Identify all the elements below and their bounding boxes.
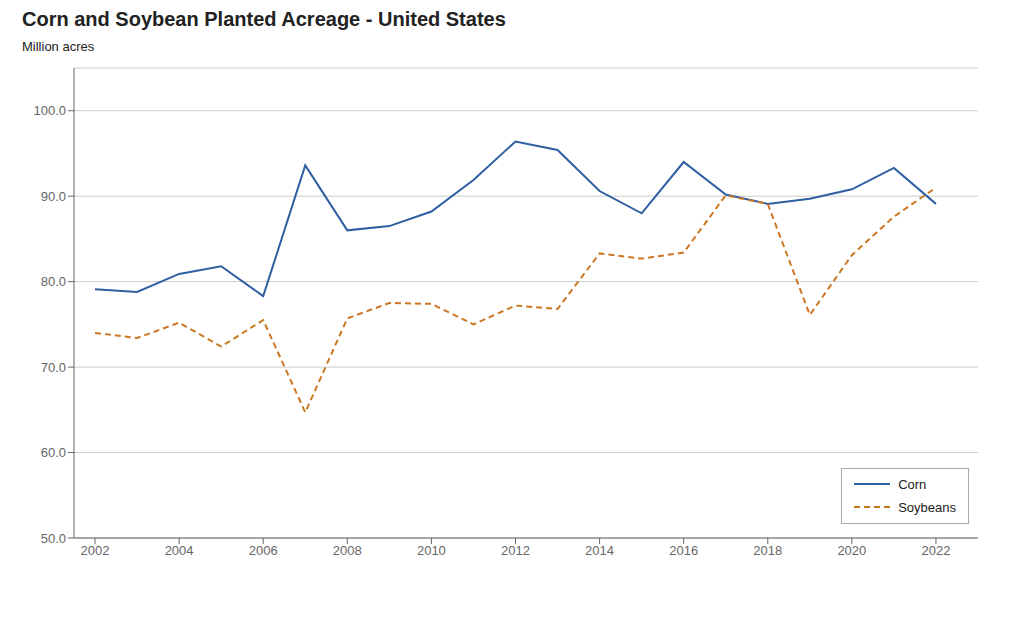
svg-text:2004: 2004 <box>165 543 194 558</box>
svg-text:2014: 2014 <box>585 543 614 558</box>
svg-text:50.0: 50.0 <box>41 531 66 546</box>
svg-text:80.0: 80.0 <box>41 274 66 289</box>
html-text:Soybeans: Soybeans <box>898 499 956 515</box>
svg-text:2006: 2006 <box>249 543 278 558</box>
svg-text:60.0: 60.0 <box>41 445 66 460</box>
svg-text:100.0: 100.0 <box>33 103 66 118</box>
html-text:Corn and Soybean Planted Acrea: Corn and Soybean Planted Acreage - Unite… <box>22 8 506 30</box>
svg-text:2022: 2022 <box>921 543 950 558</box>
html-text:Million acres: Million acres <box>22 39 95 54</box>
svg-text:2020: 2020 <box>837 543 866 558</box>
svg-text:2018: 2018 <box>753 543 782 558</box>
html-text:Corn: Corn <box>898 476 927 492</box>
svg-text:90.0: 90.0 <box>41 189 66 204</box>
svg-text:2012: 2012 <box>501 543 530 558</box>
svg-text:2016: 2016 <box>669 543 698 558</box>
svg-text:2010: 2010 <box>417 543 446 558</box>
svg-text:2008: 2008 <box>333 543 362 558</box>
svg-text:2002: 2002 <box>81 543 110 558</box>
svg-text:70.0: 70.0 <box>41 360 66 375</box>
